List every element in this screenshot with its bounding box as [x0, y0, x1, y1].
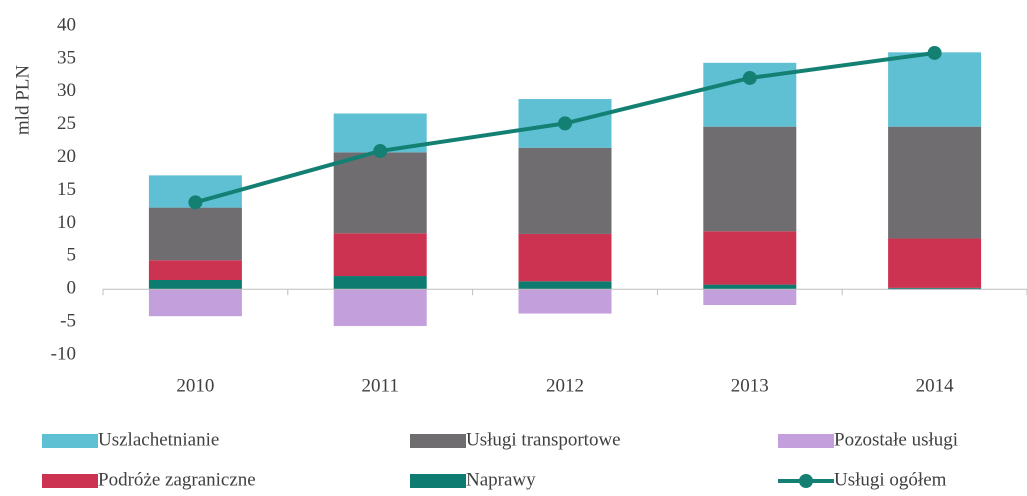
bar-segment: [518, 289, 612, 314]
x-tick-label: 2014: [916, 375, 955, 396]
bar-segment: [518, 147, 612, 234]
y-tick-label: 15: [57, 179, 76, 200]
y-tick-label: 10: [57, 212, 76, 233]
bar-segment: [333, 289, 427, 327]
bar-segment: [703, 284, 797, 290]
bar-segment: [148, 260, 242, 280]
bar-segment: [333, 152, 427, 234]
bar-segment: [518, 281, 612, 290]
y-tick-label: -5: [60, 310, 76, 331]
legend-label: Naprawy: [466, 469, 536, 490]
y-tick-label: 5: [67, 245, 77, 266]
bar-segment: [888, 238, 982, 288]
x-tick-label: 2012: [546, 375, 584, 396]
y-tick-label: 40: [57, 14, 76, 35]
line-point: [558, 116, 572, 131]
legend-label: Podróże zagraniczne: [98, 469, 256, 490]
bar-segment: [148, 279, 242, 290]
y-tick-label: 35: [57, 47, 76, 68]
bar-segment: [888, 287, 982, 290]
bar-segment: [703, 126, 797, 232]
legend-label: Pozostałe usługi: [834, 429, 958, 450]
x-tick-label: 2010: [176, 375, 214, 396]
line-point: [742, 70, 757, 85]
x-tick-label: 2013: [731, 375, 769, 396]
line-point: [188, 195, 203, 210]
y-tick-label: 25: [57, 113, 76, 134]
legend-label: Usługi ogółem: [834, 469, 947, 490]
bar-segment: [703, 289, 797, 305]
bar-segment: [333, 233, 427, 277]
line-point: [373, 144, 388, 159]
bar-segment: [148, 207, 242, 261]
bar-segment: [888, 52, 982, 127]
bar-segment: [888, 126, 982, 239]
bar-segment: [333, 276, 427, 290]
bar-segment: [703, 231, 797, 285]
y-tick-label: 30: [57, 80, 76, 101]
y-tick-label: -10: [51, 343, 76, 364]
legend-swatch: [799, 474, 813, 488]
legend-swatch: [42, 434, 98, 448]
legend-label: Uszlachetnianie: [98, 429, 219, 450]
bar-segment: [148, 289, 242, 317]
legend-swatch: [410, 434, 466, 448]
y-tick-label: 20: [57, 146, 76, 167]
y-axis-label: mld PLN: [12, 65, 33, 135]
legend-label: Usługi transportowe: [466, 429, 621, 450]
x-tick-label: 2011: [362, 375, 399, 396]
y-tick-label: 0: [67, 278, 77, 299]
line-point: [927, 45, 942, 60]
legend-swatch: [410, 474, 466, 488]
legend-swatch: [42, 474, 98, 488]
legend-swatch: [778, 434, 834, 448]
bar-segment: [518, 233, 612, 282]
